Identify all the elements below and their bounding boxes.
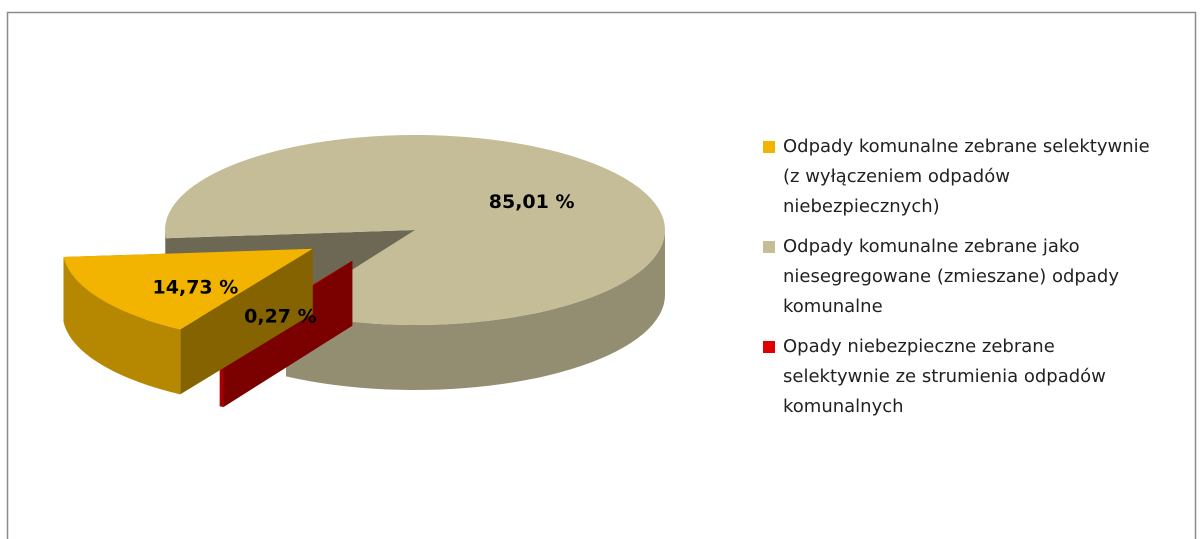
data-label: 0,27 % — [244, 306, 317, 328]
slice — [165, 135, 665, 325]
data-label: 85,01 % — [489, 191, 575, 213]
slice — [63, 248, 313, 330]
slice-side — [286, 230, 665, 390]
legend-swatch — [763, 341, 775, 353]
legend-label: Opady niebezpieczne zebrane selektywnie … — [783, 336, 1106, 417]
slice-side — [63, 257, 181, 395]
legend: Odpady komunalne zebrane selektywnie (z … — [763, 132, 1163, 432]
legend-label: Odpady komunalne zebrane selektywnie (z … — [783, 136, 1150, 217]
legend-label: Odpady komunalne zebrane jako niesegrego… — [783, 236, 1119, 317]
legend-item: Opady niebezpieczne zebrane selektywnie … — [763, 332, 1163, 422]
legend-swatch — [763, 141, 775, 153]
chart-frame — [6, 11, 1197, 539]
data-label: 14,73 % — [153, 277, 239, 299]
legend-item: Odpady komunalne zebrane selektywnie (z … — [763, 132, 1163, 222]
slice-face — [219, 260, 353, 407]
legend-swatch — [763, 241, 775, 253]
legend-item: Odpady komunalne zebrane jako niesegrego… — [763, 232, 1163, 322]
